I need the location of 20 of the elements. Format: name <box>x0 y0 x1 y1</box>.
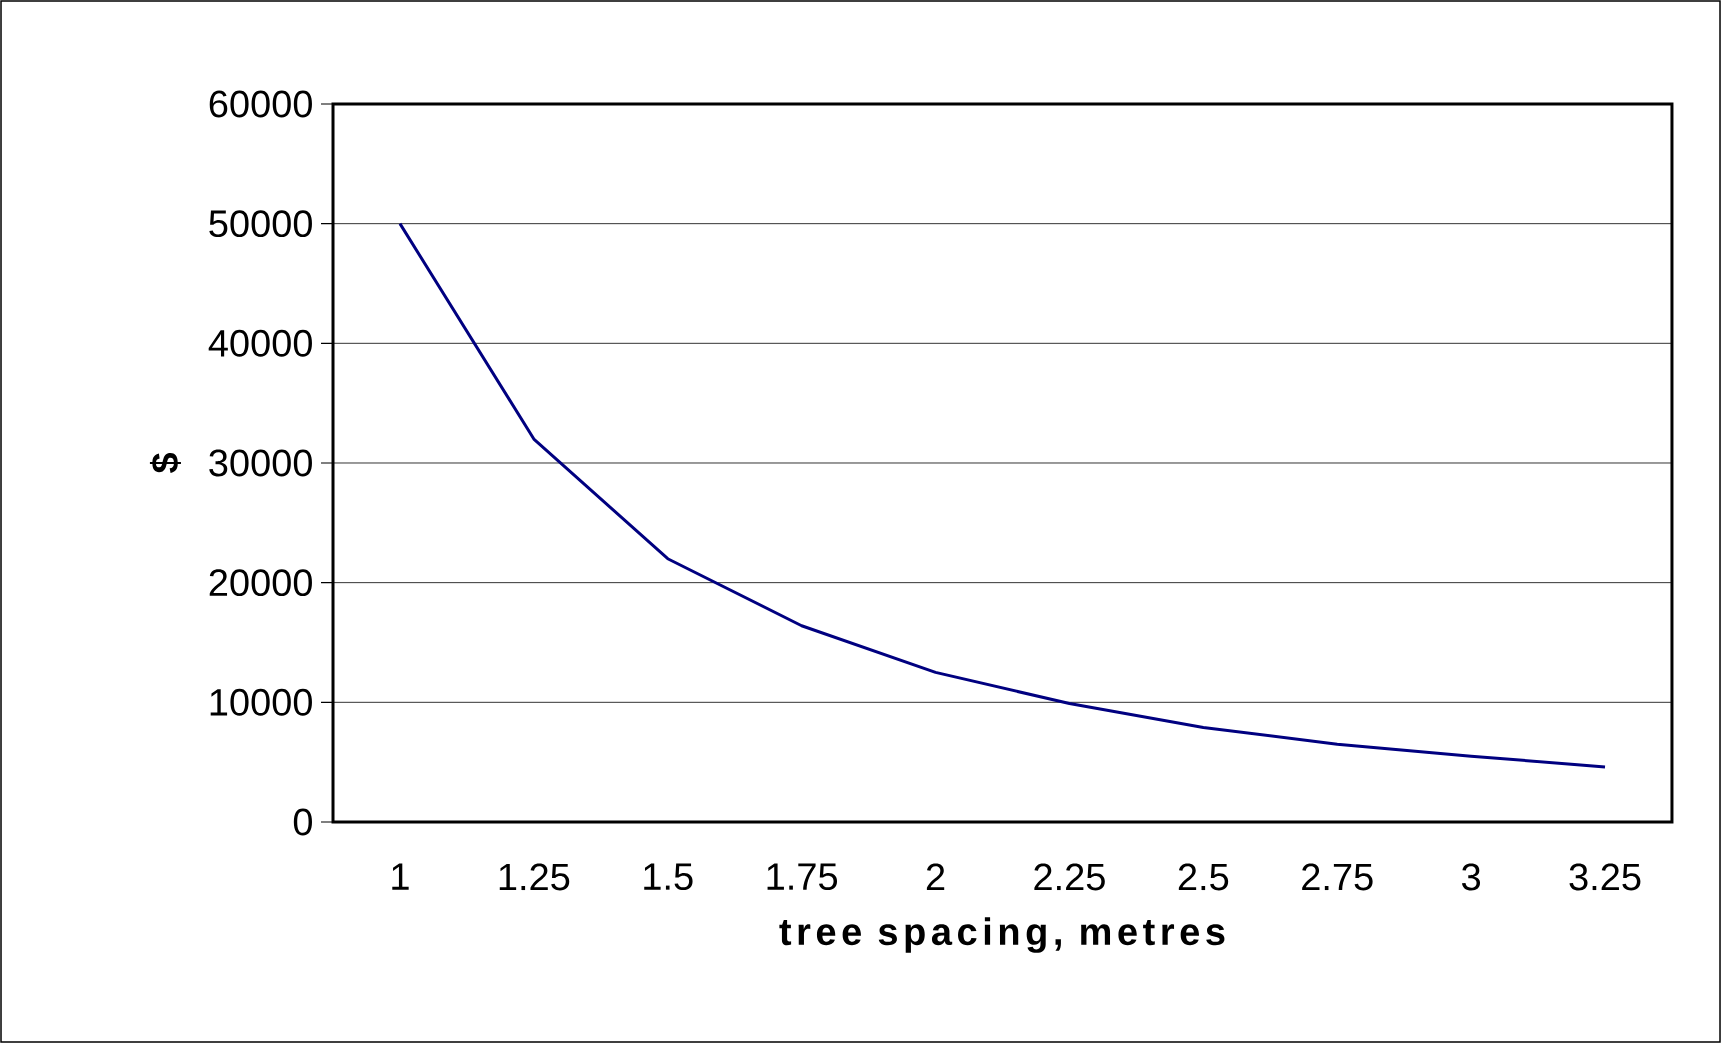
x-tick-label: 2.75 <box>1302 863 1373 891</box>
y-tick-label: 50000 <box>209 210 312 238</box>
x-tick-label: 2 <box>926 863 945 891</box>
y-tick-label: 20000 <box>209 569 312 597</box>
x-tick-label: 2.5 <box>1178 863 1229 891</box>
y-tick-label: 0 <box>293 808 312 836</box>
x-tick-label: 3.25 <box>1569 863 1641 891</box>
y-axis-title: $ <box>149 452 181 474</box>
y-tick-label: 60000 <box>209 90 312 118</box>
x-tick-label: 1.5 <box>644 863 693 891</box>
x-tick-label: 1.25 <box>499 863 570 891</box>
x-tick-label: 2.25 <box>1034 863 1105 891</box>
y-tick-label: 10000 <box>210 688 312 716</box>
x-axis-title: tree spacing, metres <box>779 917 1225 953</box>
x-tick-label: 1 <box>392 863 409 890</box>
y-tick-label: 40000 <box>208 329 312 357</box>
x-tick-label: 3 <box>1462 863 1481 891</box>
x-tick-label: 1.75 <box>767 863 838 891</box>
line-series <box>398 222 1607 769</box>
y-tick-label: 30000 <box>209 449 312 477</box>
